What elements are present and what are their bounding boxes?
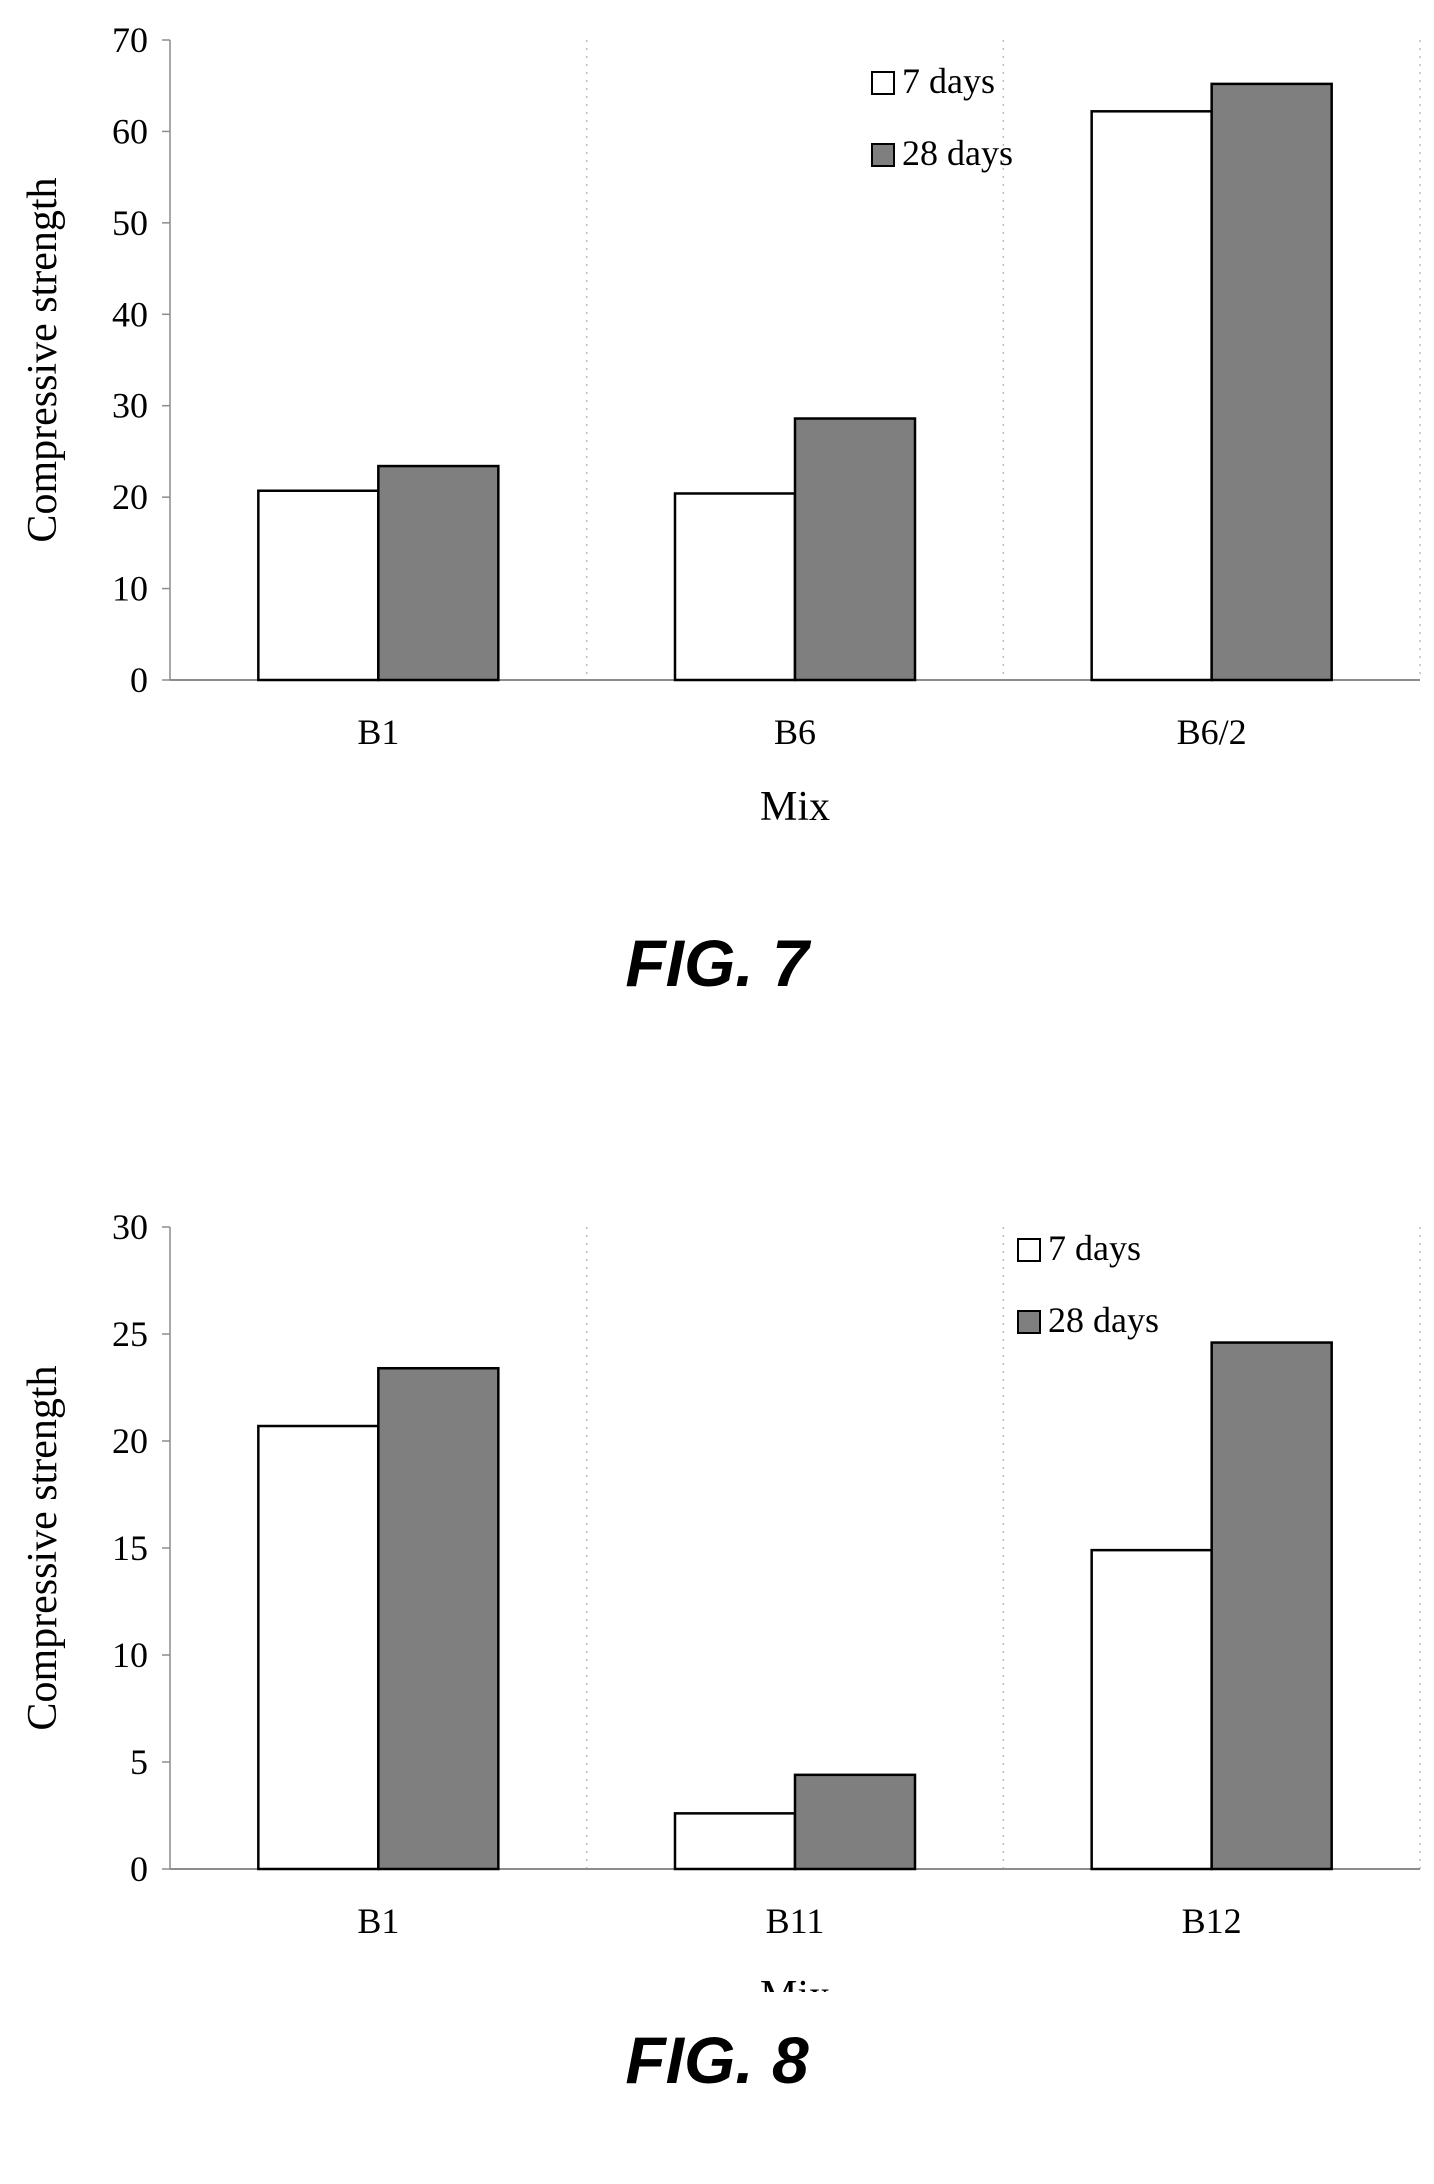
y-tick-label: 40 <box>112 294 148 334</box>
bar-chart-fig7: 0 10 20 30 40 50 60 70 B1 B6 B6/2 Compressive stren… <box>20 20 1421 830</box>
y-tick-label: 50 <box>112 203 148 243</box>
x-tick-label: B1 <box>357 1901 399 1941</box>
x-tick-label: B6/2 <box>1177 712 1247 752</box>
y-axis-title: Compressive strength <box>20 1365 66 1730</box>
bar-chart-fig8: 0 5 10 15 20 25 30 B1 B11 B12 Compressive strength… <box>20 1207 1421 1992</box>
legend-swatch <box>871 143 895 167</box>
figure-caption: FIG. 7 <box>625 926 809 1000</box>
bar-7-days-B6/2 <box>1090 110 1213 682</box>
y-tick-label: 0 <box>130 1849 148 1889</box>
legend-label: 7 days <box>902 61 995 101</box>
bar-28-days-B11 <box>793 1773 917 1871</box>
legend-label: 7 days <box>1048 1228 1141 1268</box>
legend-label: 28 days <box>1048 1300 1159 1340</box>
figure-8: 0 5 10 15 20 25 30 B1 B11 B12 Compressive strength… <box>0 1092 1434 2184</box>
y-tick-label: 0 <box>130 660 148 700</box>
y-tick-label: 70 <box>112 20 148 60</box>
x-tick-label: B1 <box>357 712 399 752</box>
y-tick-label: 25 <box>112 1314 148 1354</box>
x-axis-title: Mix <box>760 1973 830 1992</box>
x-axis-title: Mix <box>760 784 830 830</box>
y-tick-label: 20 <box>112 1421 148 1461</box>
y-tick-label: 60 <box>112 111 148 151</box>
bar-28-days-B1 <box>377 1366 500 1871</box>
bar-7-days-B12 <box>1090 1548 1213 1871</box>
x-tick-label: B12 <box>1182 1901 1242 1941</box>
y-tick-label: 5 <box>130 1742 148 1782</box>
y-tick-label: 30 <box>112 386 148 426</box>
bar-7-days-B1 <box>257 1424 380 1871</box>
bar-28-days-B1 <box>377 464 500 682</box>
y-tick-label: 10 <box>112 1635 148 1675</box>
legend-label: 28 days <box>902 133 1013 173</box>
x-tick-label: B6 <box>774 712 816 752</box>
y-tick-label: 30 <box>112 1207 148 1247</box>
legend-swatch <box>1017 1238 1041 1262</box>
y-tick-label: 10 <box>112 569 148 609</box>
legend-swatch <box>871 71 895 95</box>
y-tick-label: 20 <box>112 477 148 517</box>
figure-7: 0 10 20 30 40 50 60 70 B1 B6 B6/2 Compressive stren… <box>20 20 1421 1000</box>
bar-7-days-B11 <box>673 1812 797 1871</box>
x-tick-label: B11 <box>766 1901 825 1941</box>
y-axis-title: Compressive strength <box>20 177 66 542</box>
figure-caption: FIG. 8 <box>625 2023 809 2097</box>
bar-7-days-B1 <box>257 489 380 682</box>
bar-28-days-B6/2 <box>1210 82 1333 682</box>
y-tick-label: 15 <box>112 1528 148 1568</box>
bar-28-days-B12 <box>1210 1341 1333 1871</box>
bar-28-days-B6 <box>793 417 917 682</box>
bar-7-days-B6 <box>673 492 797 682</box>
legend-swatch <box>1017 1310 1041 1334</box>
